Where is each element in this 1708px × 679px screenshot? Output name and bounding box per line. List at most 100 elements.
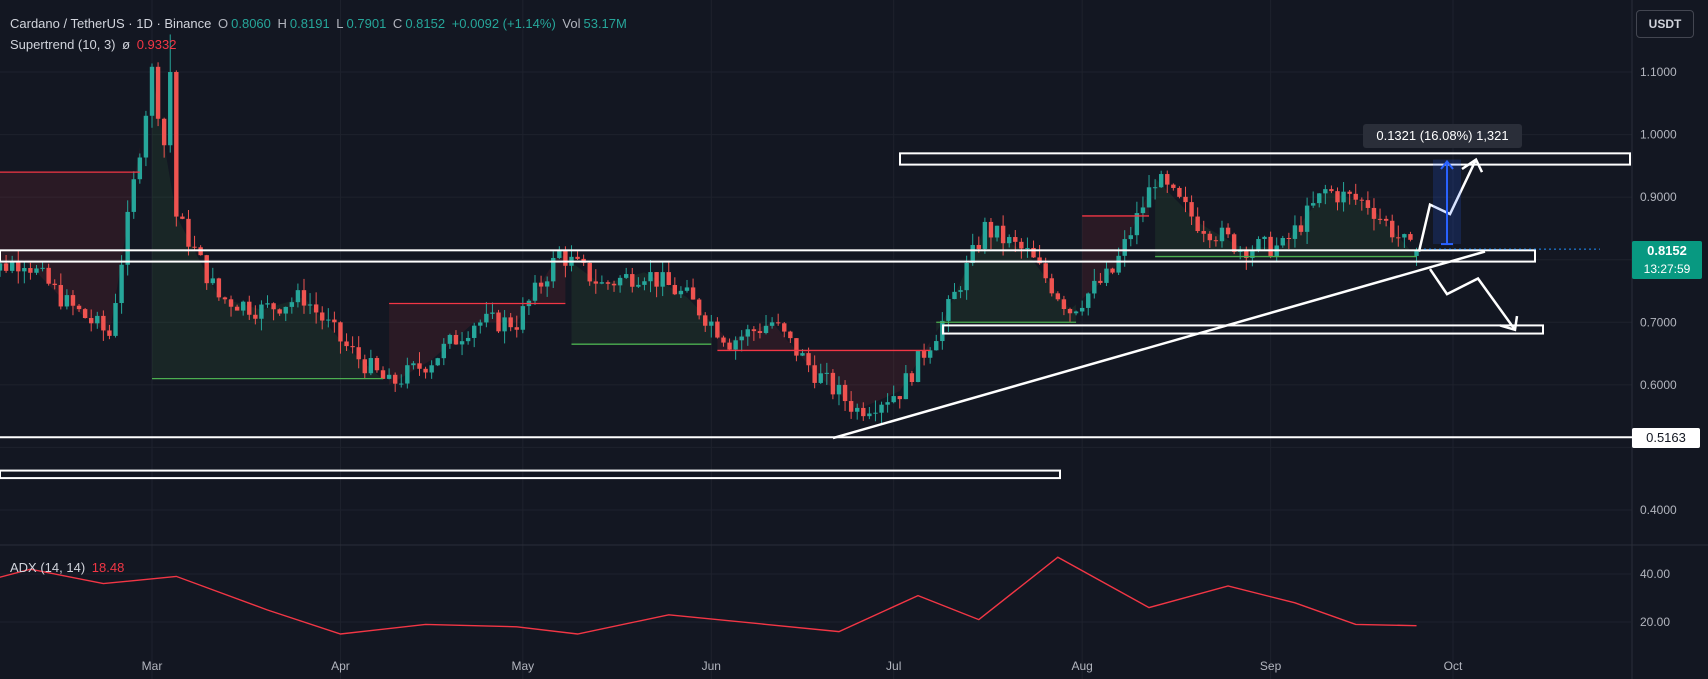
candle-body xyxy=(861,407,866,417)
candle-body xyxy=(234,306,240,311)
candle-body xyxy=(1146,187,1152,208)
open-label: O xyxy=(218,16,229,31)
candle-body xyxy=(575,256,580,259)
candle-body xyxy=(453,334,459,345)
candle-body xyxy=(180,216,185,219)
y-tick-label: 0.6000 xyxy=(1640,378,1677,392)
currency-button[interactable]: USDT xyxy=(1636,10,1694,38)
candle-body xyxy=(1158,174,1164,188)
candle-body xyxy=(988,221,994,238)
candle-body xyxy=(715,321,720,338)
vol-label: Vol xyxy=(562,16,581,31)
candle-body xyxy=(344,341,349,347)
candle-body xyxy=(186,218,191,247)
candle-body xyxy=(95,315,100,324)
candle-body xyxy=(775,322,781,324)
candle-body xyxy=(514,327,519,330)
candle-body xyxy=(392,374,398,384)
measure-label: 0.1321 (16.08%) 1,321 xyxy=(1363,124,1522,148)
candle-body xyxy=(1262,236,1267,240)
last-price-value: 0.8152 xyxy=(1647,243,1687,258)
change-value: +0.0092 (+1.14%) xyxy=(451,16,556,31)
candle-body xyxy=(386,374,392,379)
candle-body xyxy=(222,297,228,300)
candle-body xyxy=(623,274,629,278)
candle-body xyxy=(1390,220,1395,238)
last-price-tag: 0.8152 13:27:59 xyxy=(1632,241,1702,279)
candle-body xyxy=(1304,205,1310,232)
candle-body xyxy=(1402,234,1407,238)
candle-body xyxy=(399,383,404,385)
candle-body xyxy=(58,285,64,307)
low-label: L xyxy=(336,16,344,31)
candle-body xyxy=(915,350,921,383)
candle-body xyxy=(1195,216,1200,232)
supertrend-band xyxy=(152,72,384,380)
candle-body xyxy=(1414,250,1419,256)
candle-body xyxy=(611,283,617,286)
x-tick-label: Jun xyxy=(702,659,721,673)
x-tick-label: Mar xyxy=(142,659,163,673)
candle-body xyxy=(769,322,775,326)
y-tick-label: 1.0000 xyxy=(1640,128,1677,142)
candle-body xyxy=(411,363,416,366)
candle-body xyxy=(295,290,301,303)
x-tick-label: Oct xyxy=(1444,659,1463,673)
candle-body xyxy=(64,295,70,307)
supertrend-band xyxy=(936,228,1077,333)
candle-body xyxy=(909,373,915,383)
candle-body xyxy=(1396,237,1401,239)
candle-body xyxy=(1383,218,1389,221)
candle-body xyxy=(617,277,623,286)
candle-body xyxy=(976,244,982,249)
candle-body xyxy=(818,373,823,383)
supertrend-band xyxy=(1155,178,1417,257)
supertrend-band xyxy=(571,262,712,345)
supertrend-legend[interactable]: Supertrend (10, 3) ø 0.9332 xyxy=(10,37,179,52)
candle-body xyxy=(441,343,447,359)
candle-body xyxy=(1031,247,1036,258)
candle-body xyxy=(593,281,598,284)
candle-body xyxy=(1019,241,1024,249)
close-value: 0.8152 xyxy=(405,16,446,31)
candle-body xyxy=(763,325,769,334)
candle-body xyxy=(788,331,793,339)
candle-body xyxy=(472,325,477,338)
candle-body xyxy=(283,306,288,314)
candle-body xyxy=(970,244,975,263)
candle-body xyxy=(350,346,355,348)
candle-body xyxy=(648,272,653,282)
symbol-title[interactable]: Cardano / TetherUS · 1D · Binance xyxy=(10,16,212,31)
candle-body xyxy=(119,264,124,304)
candle-body xyxy=(733,340,738,350)
candle-body xyxy=(1310,203,1316,206)
supertrend-band xyxy=(717,322,931,410)
candle-body xyxy=(1359,199,1365,201)
candle-body xyxy=(40,267,45,269)
candle-body xyxy=(1219,227,1225,242)
candle-body xyxy=(228,299,234,307)
candle-body xyxy=(76,305,82,310)
candle-body xyxy=(1092,280,1097,294)
candle-body xyxy=(101,315,106,331)
candle-body xyxy=(125,211,130,265)
candle-body xyxy=(557,251,562,258)
candle-body xyxy=(356,347,361,360)
open-value: 0.8060 xyxy=(231,16,271,31)
candle-body xyxy=(508,317,513,328)
candle-body xyxy=(1116,255,1121,273)
adx-y-tick-label: 40.00 xyxy=(1640,567,1670,581)
y-tick-label: 1.1000 xyxy=(1640,65,1677,79)
candle-body xyxy=(636,284,641,287)
adx-legend[interactable]: ADX (14, 14) 18.48 xyxy=(10,560,127,575)
candle-body xyxy=(0,263,3,271)
candle-body xyxy=(3,263,9,271)
bar-countdown: 13:27:59 xyxy=(1643,262,1691,276)
candle-body xyxy=(1104,268,1109,283)
candle-body xyxy=(247,301,252,315)
candle-body xyxy=(277,309,282,314)
candle-body xyxy=(964,262,969,291)
candle-body xyxy=(867,413,872,417)
